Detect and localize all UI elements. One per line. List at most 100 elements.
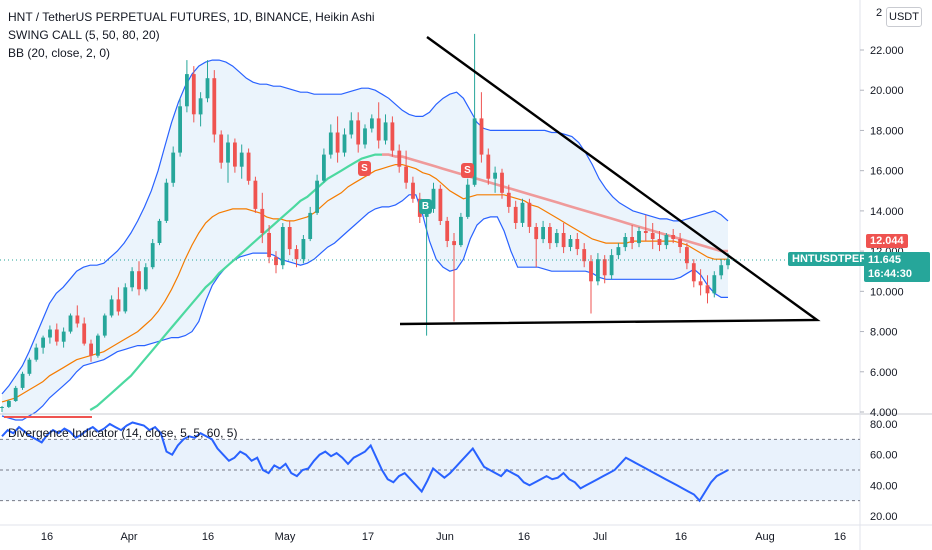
- candle-body: [459, 216, 463, 246]
- price-tick-label: 10.000: [870, 286, 904, 298]
- oscillator-axis: 80.00 60.00 40.00 20.00: [870, 419, 898, 523]
- last-price-value: 11.645: [868, 254, 902, 266]
- price-tick-label: 2: [876, 7, 882, 19]
- time-tick-label: 16: [834, 531, 846, 543]
- time-tick-label: 16: [41, 531, 53, 543]
- candle-body: [267, 233, 271, 258]
- currency-button[interactable]: USDT: [886, 7, 922, 27]
- candle-body: [260, 208, 265, 233]
- candle-body: [685, 247, 689, 264]
- oscillator-line: [1, 416, 729, 503]
- candle-body: [109, 299, 114, 316]
- candle-body: [212, 78, 217, 135]
- osc-tick-label: 20.00: [870, 511, 898, 523]
- candle-body: [301, 239, 306, 260]
- triangle-drawing[interactable]: [399, 36, 821, 326]
- swing-call-legend: SWING CALL (5, 50, 80, 20): [8, 28, 160, 42]
- candle-body: [370, 118, 374, 129]
- candle-body: [568, 239, 573, 247]
- candle-body: [82, 323, 87, 344]
- buy-signal-marker: B: [419, 199, 432, 214]
- candle-body: [561, 233, 566, 248]
- price-tick-label: 20.000: [870, 85, 904, 97]
- candle-body: [493, 172, 497, 179]
- bb-upper-line: [1, 59, 729, 395]
- candle-body: [472, 118, 477, 185]
- candle-body: [554, 233, 559, 244]
- candle-body: [691, 263, 696, 282]
- candle-body: [233, 142, 237, 167]
- candle-body: [308, 212, 313, 239]
- time-tick-label: 16: [518, 531, 530, 543]
- candle-body: [13, 387, 18, 401]
- candle-body: [219, 134, 224, 163]
- bb-fill-area: [2, 60, 728, 420]
- candle-body: [61, 331, 66, 342]
- bollinger-band-lines: [1, 59, 729, 421]
- candle-body: [657, 239, 662, 245]
- candle-body: [130, 271, 134, 288]
- candle-body: [96, 335, 100, 356]
- red-price-tag: 12.044: [866, 234, 908, 248]
- candle-body: [431, 188, 436, 209]
- candle-body: [294, 249, 299, 260]
- candle-body: [438, 188, 443, 221]
- candle-body: [609, 255, 614, 276]
- oscillator-background: [0, 438, 860, 502]
- candle-body: [513, 206, 518, 223]
- candle-body: [280, 227, 285, 266]
- candle-body: [534, 227, 539, 240]
- candle-body: [582, 249, 587, 262]
- candle-body: [27, 359, 32, 374]
- candle-body: [137, 271, 141, 290]
- candle-body: [171, 152, 176, 183]
- candle-body: [102, 315, 107, 336]
- candle-body: [253, 180, 258, 209]
- candle-body: [527, 202, 532, 227]
- candle-body: [623, 237, 628, 248]
- candle-body: [205, 78, 210, 99]
- candle-body: [157, 220, 162, 243]
- symbol-tag: HNTUSDTPERP: [788, 252, 879, 266]
- candle-body: [191, 74, 196, 115]
- candle-body: [68, 315, 73, 332]
- time-tick-label: May: [275, 531, 296, 543]
- candle-body: [198, 98, 203, 115]
- time-tick-label: Aug: [755, 531, 775, 543]
- candle-body: [520, 202, 525, 223]
- candle-body: [404, 166, 408, 183]
- ema-long-green-line: [89, 153, 382, 411]
- moving-average-lines: [1, 153, 728, 411]
- candle-body: [315, 180, 319, 213]
- time-tick-label: Jun: [436, 531, 454, 543]
- candle-body: [328, 132, 333, 155]
- time-tick-label: 17: [362, 531, 374, 543]
- candle-body: [54, 329, 59, 342]
- candle-body: [411, 182, 415, 199]
- candle-body: [698, 281, 703, 286]
- price-tick-label: 8.000: [870, 327, 898, 339]
- candle-body: [726, 259, 730, 266]
- candle-body: [452, 241, 456, 246]
- candle-body: [356, 120, 361, 145]
- time-tick-label: Jul: [593, 531, 607, 543]
- candle-body: [143, 267, 148, 290]
- candle-body: [575, 239, 580, 250]
- candle-body: [239, 152, 244, 167]
- time-tick-label: Apr: [120, 531, 137, 543]
- candle-body: [548, 227, 552, 244]
- candle-body: [664, 235, 669, 246]
- candle-body: [274, 257, 278, 266]
- candle-body: [335, 132, 340, 153]
- bollinger-legend: BB (20, close, 2, 0): [8, 46, 111, 60]
- candle-body: [650, 233, 655, 239]
- candle-body: [287, 227, 292, 250]
- candle-body: [637, 231, 641, 244]
- candle-body: [150, 243, 155, 268]
- candle-body: [164, 182, 169, 221]
- candle-body: [349, 120, 354, 135]
- osc-tick-label: 80.00: [870, 419, 898, 431]
- candle-body: [643, 231, 648, 233]
- symbol-title: HNT / TetherUS PERPETUAL FUTURES, 1D, BI…: [8, 10, 375, 24]
